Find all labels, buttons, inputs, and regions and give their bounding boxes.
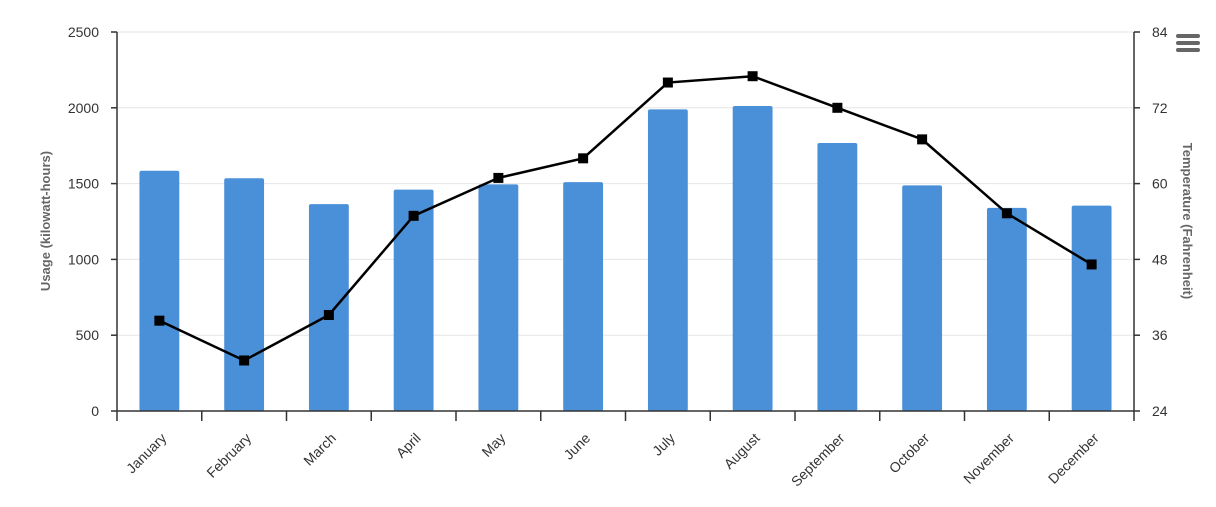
bar	[902, 185, 943, 411]
y2-tick-label: 36	[1152, 327, 1168, 343]
x-tick-label: June	[560, 430, 593, 463]
grid-lines	[117, 31, 1134, 336]
y2-tick-label: 24	[1152, 403, 1168, 419]
bar	[139, 170, 180, 411]
line-series	[154, 71, 1097, 366]
y2-axis-title: Temperature (Fahrenheit)	[1180, 143, 1195, 300]
y-tick-label: 2500	[68, 24, 99, 40]
bar	[986, 207, 1027, 411]
bar	[817, 142, 858, 412]
temperature-marker	[239, 355, 250, 366]
x-tick-label: August	[721, 430, 763, 472]
temperature-marker	[662, 77, 673, 88]
x-tick-label: September	[788, 430, 848, 490]
y-tick-label: 1500	[68, 176, 99, 192]
bar	[393, 189, 434, 411]
temperature-marker	[323, 309, 334, 320]
bar	[308, 204, 349, 411]
y-axis-title: Usage (kilowatt-hours)	[38, 151, 53, 291]
temperature-marker	[154, 315, 165, 326]
y-tick-label: 2000	[68, 100, 99, 116]
temperature-line	[158, 74, 1093, 362]
x-tick-label: November	[960, 430, 1017, 487]
bar	[224, 178, 265, 411]
x-tick-label: July	[649, 430, 678, 459]
y2-tick-label: 84	[1152, 24, 1168, 40]
y2-tick-label: 72	[1152, 100, 1168, 116]
bar	[563, 182, 604, 411]
temperature-marker	[747, 71, 758, 82]
x-tick-label: October	[886, 430, 933, 477]
x-tick-label: March	[300, 430, 339, 469]
x-tick-label: January	[123, 430, 170, 477]
bar	[478, 184, 519, 411]
axes	[111, 31, 1140, 421]
y-tick-label: 500	[76, 327, 100, 343]
temperature-marker	[917, 134, 928, 145]
bar	[732, 105, 773, 411]
x-tick-label: April	[393, 430, 424, 461]
temperature-marker	[493, 172, 504, 183]
x-tick-label: December	[1045, 430, 1102, 487]
bar	[1071, 205, 1112, 411]
y-tick-label: 1000	[68, 251, 99, 267]
hamburger-menu-icon[interactable]	[1176, 34, 1200, 54]
x-tick-label: May	[478, 430, 508, 460]
temperature-marker	[408, 210, 419, 221]
bar	[647, 109, 688, 411]
temperature-marker	[1086, 259, 1097, 270]
y2-tick-label: 60	[1152, 176, 1168, 192]
temperature-marker	[1001, 208, 1012, 219]
y-tick-label: 0	[91, 403, 99, 419]
bar-series	[139, 105, 1112, 412]
x-tick-label: February	[203, 430, 254, 481]
temperature-marker	[578, 153, 589, 164]
temperature-marker	[832, 102, 843, 113]
y2-tick-label: 48	[1152, 251, 1168, 267]
